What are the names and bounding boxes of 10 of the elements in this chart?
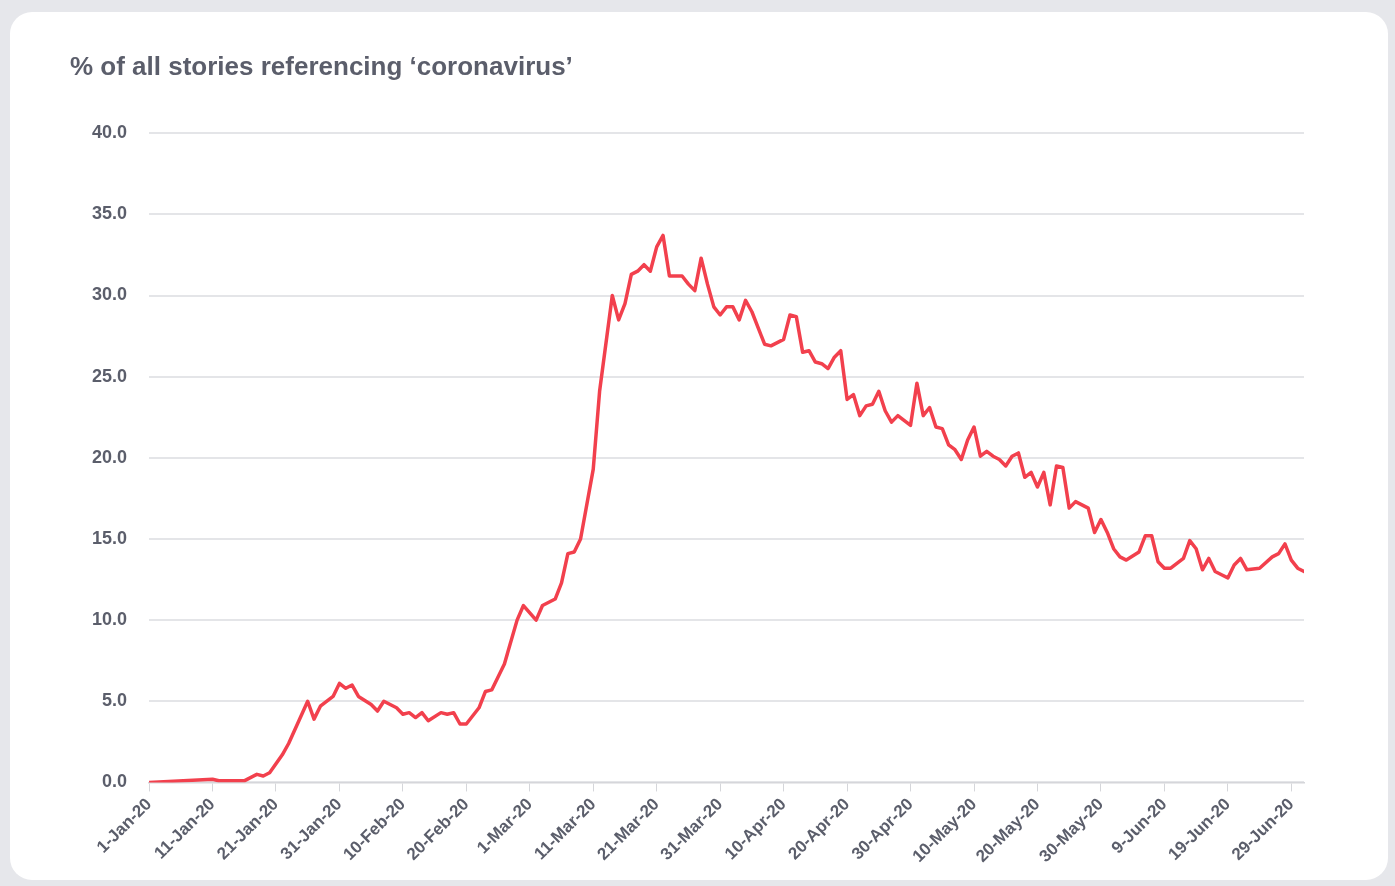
y-tick-label: 10.0 [91,609,128,630]
y-tick-label: 25.0 [91,365,128,386]
y-tick-label: 0.0 [102,771,128,792]
y-tick-label: 35.0 [91,203,128,224]
y-tick-label: 40.0 [91,122,128,143]
y-tick-label: 5.0 [102,690,128,711]
y-tick-label: 20.0 [91,446,128,467]
chart-title: % of all stories referencing ‘coronavirus’ [70,50,573,81]
y-tick-label: 15.0 [91,527,128,548]
y-tick-label: 30.0 [91,284,128,305]
